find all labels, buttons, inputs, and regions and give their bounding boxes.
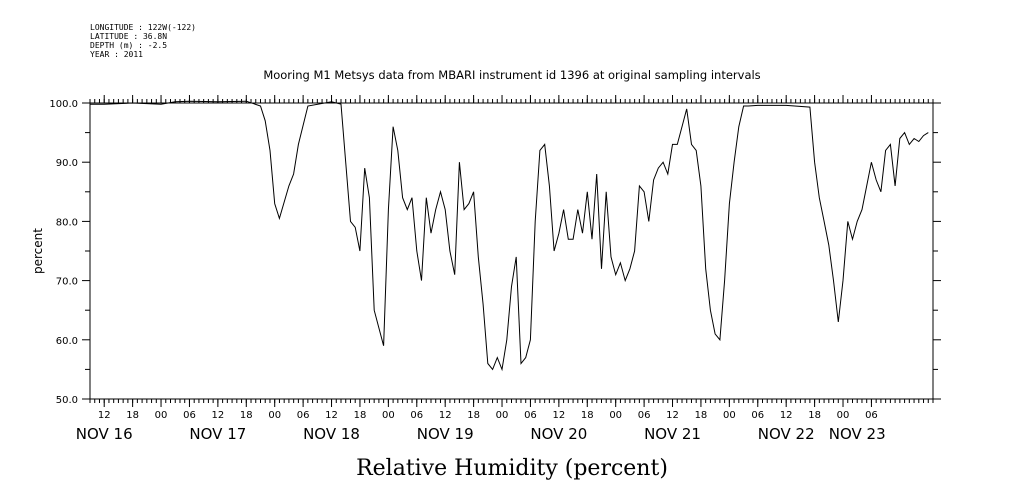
x-hour-label: 12 — [325, 410, 338, 421]
x-hour-label: 18 — [354, 410, 367, 421]
chart-title: Mooring M1 Metsys data from MBARI instru… — [263, 68, 760, 82]
x-day-label: NOV 20 — [530, 425, 587, 443]
x-hour-label: 18 — [467, 410, 480, 421]
x-hour-label: 00 — [609, 410, 622, 421]
x-hour-label: 06 — [865, 410, 878, 421]
x-hour-label: 00 — [268, 410, 281, 421]
x-hour-label: 06 — [183, 410, 196, 421]
x-day-label: NOV 23 — [829, 425, 886, 443]
x-hour-label: 18 — [240, 410, 253, 421]
x-day-label: NOV 16 — [76, 425, 133, 443]
x-day-label: NOV 22 — [758, 425, 815, 443]
tick-marks — [82, 95, 941, 407]
y-axis-title: percent — [31, 228, 45, 274]
plot-frame — [89, 102, 934, 400]
series-layer — [90, 100, 929, 372]
x-hour-label: 00 — [155, 410, 168, 421]
x-hour-label: 12 — [666, 410, 679, 421]
x-hour-label: 06 — [524, 410, 537, 421]
tick-labels: 12 18 00 06 12 18 00 06 12 18 00 06 12 18 00 06 12 18 00 06… — [49, 99, 885, 443]
series-line — [90, 100, 929, 372]
x-hour-label: 06 — [410, 410, 423, 421]
x-hour-label: 00 — [382, 410, 395, 421]
x-hour-label: 12 — [439, 410, 452, 421]
x-hour-label: 12 — [552, 410, 565, 421]
x-day-label: NOV 17 — [189, 425, 246, 443]
x-hour-label: 00 — [837, 410, 850, 421]
y-tick-label: 90.0 — [56, 158, 78, 169]
x-hour-label: 18 — [808, 410, 821, 421]
x-hour-label: 12 — [98, 410, 111, 421]
x-hour-label: 12 — [212, 410, 225, 421]
x-day-label: NOV 21 — [644, 425, 701, 443]
metadata-block: LONGITUDE : 122W(-122) LATITUDE : 36.8N … — [90, 23, 196, 59]
x-hour-label: 18 — [126, 410, 139, 421]
x-day-label: NOV 19 — [417, 425, 474, 443]
y-tick-label: 60.0 — [56, 336, 78, 347]
x-hour-label: 12 — [780, 410, 793, 421]
x-day-label: NOV 18 — [303, 425, 360, 443]
x-hour-label: 06 — [297, 410, 310, 421]
x-hour-label: 06 — [751, 410, 764, 421]
meta-line: DEPTH (m) : -2.5 — [90, 41, 167, 50]
meta-line: LATITUDE : 36.8N — [90, 32, 167, 41]
x-hour-label: 06 — [638, 410, 651, 421]
meta-line: LONGITUDE : 122W(-122) — [90, 23, 196, 32]
y-tick-label: 80.0 — [56, 217, 78, 228]
y-tick-label: 50.0 — [56, 395, 78, 406]
meta-line: YEAR : 2011 — [90, 50, 143, 59]
x-hour-label: 00 — [496, 410, 509, 421]
x-hour-label: 18 — [581, 410, 594, 421]
x-axis-title: Relative Humidity (percent) — [356, 456, 668, 481]
y-tick-label: 100.0 — [49, 99, 78, 110]
x-hour-label: 00 — [723, 410, 736, 421]
y-tick-label: 70.0 — [56, 277, 78, 288]
x-hour-label: 18 — [695, 410, 708, 421]
